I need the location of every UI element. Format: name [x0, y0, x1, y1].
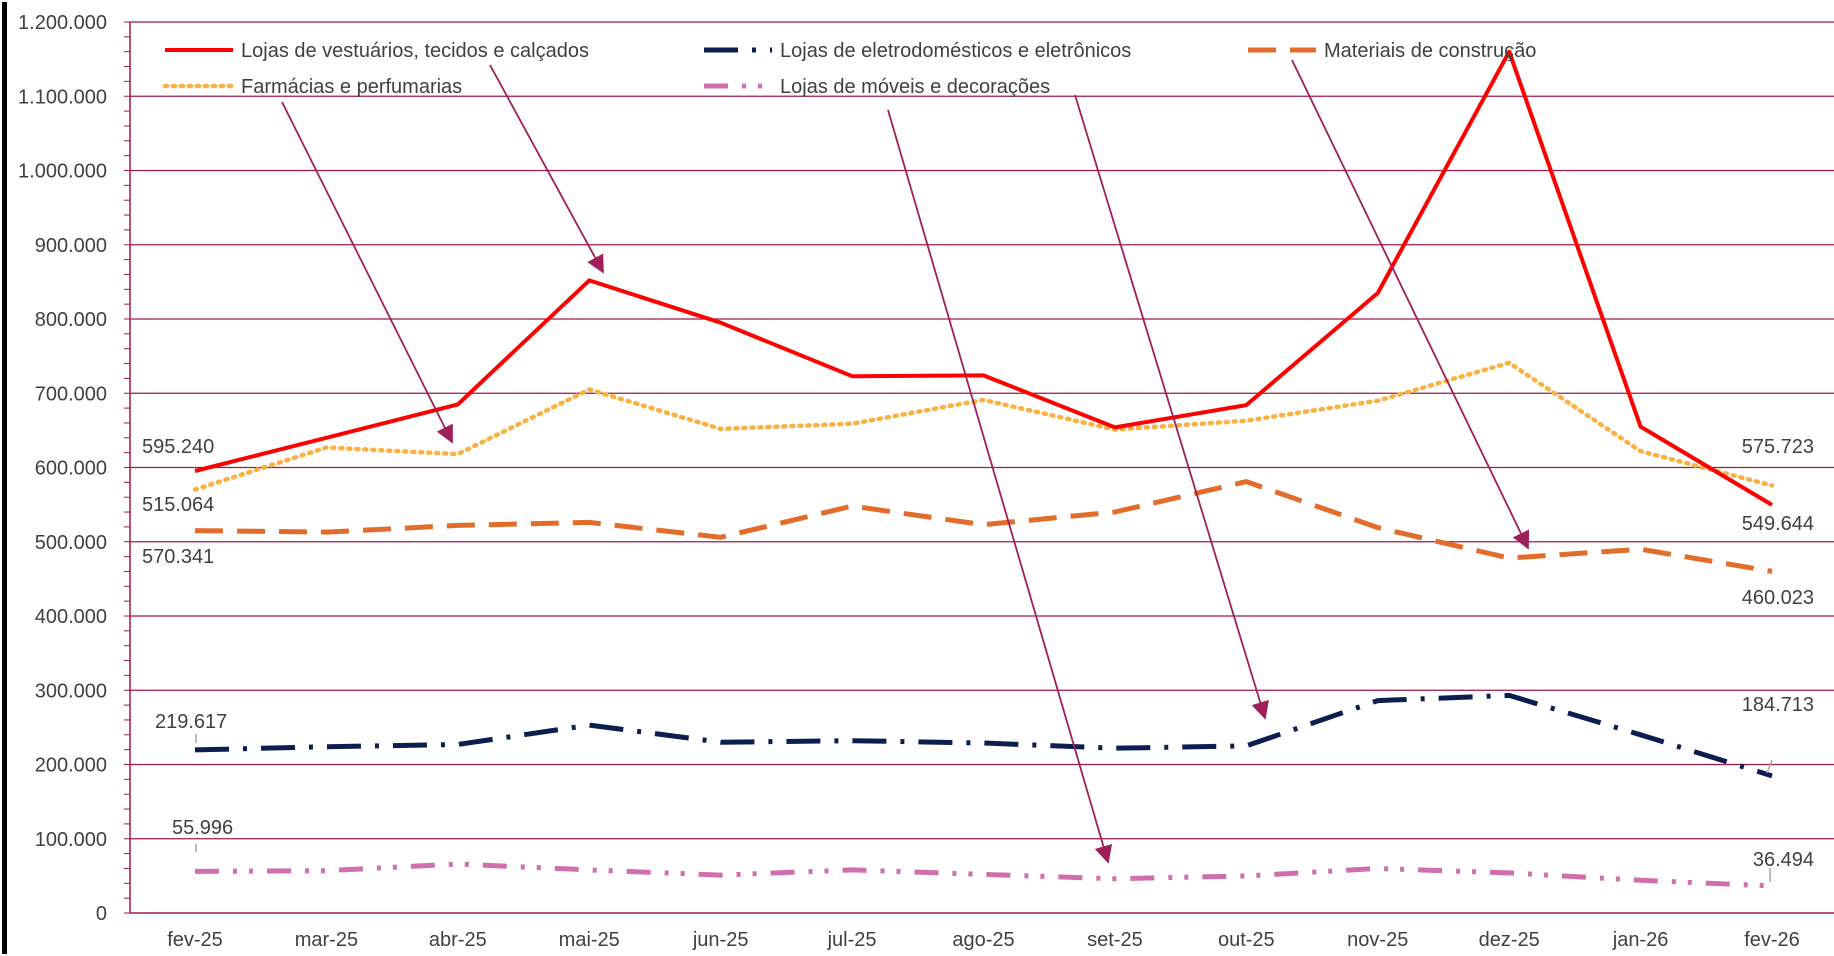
chart-frame: [2, 2, 7, 954]
annotation-arrow: [887, 109, 1113, 864]
y-tick-label: 700.000: [35, 383, 107, 405]
left-border: [2, 2, 7, 954]
y-tick-label: 500.000: [35, 532, 107, 554]
data-label: 575.723: [1742, 436, 1814, 458]
legend-label: Farmácias e perfumarias: [241, 76, 462, 98]
series-lines: [192, 49, 1775, 889]
data-label: 36.494: [1753, 849, 1814, 871]
legend-label: Lojas de vestuários, tecidos e calçados: [241, 40, 589, 62]
legend-label: Lojas de eletrodomésticos e eletrônicos: [780, 40, 1131, 62]
y-tick-label: 300.000: [35, 680, 107, 702]
data-label: 55.996: [172, 817, 233, 839]
legend: Lojas de vestuários, tecidos e calçados L…: [162, 40, 1536, 98]
y-tick-label: 800.000: [35, 309, 107, 331]
x-tick-label: mar-25: [295, 929, 358, 951]
y-tick-label: 600.000: [35, 458, 107, 480]
y-axis: 0 100.000 200.000 300.000 400.000 500.000 600.…: [18, 12, 1834, 925]
y-tick-label: 0: [96, 903, 107, 925]
y-tick-label: 100.000: [35, 829, 107, 851]
data-label: 219.617: [155, 711, 227, 733]
x-tick-label: dez-25: [1479, 929, 1540, 951]
data-labels: 595.240 549.644 219.617 184.713 515.064 460.0…: [142, 436, 1814, 882]
y-tick-label: 1.200.000: [18, 12, 107, 34]
series-line: [194, 692, 1773, 779]
x-tick-label: mai-25: [559, 929, 620, 951]
leader-line: [1766, 759, 1773, 774]
x-axis: fev-25 mar-25 abr-25 mai-25 jun-25 jul-25 ago-…: [167, 929, 1800, 951]
x-tick-label: set-25: [1087, 929, 1143, 951]
data-label: 184.713: [1742, 694, 1814, 716]
x-tick-label: jul-25: [827, 929, 877, 951]
x-tick-label: abr-25: [429, 929, 487, 951]
y-tick-label: 400.000: [35, 606, 107, 628]
annotation-arrow: [1291, 59, 1530, 550]
data-label: 515.064: [142, 494, 214, 516]
y-tick-label: 200.000: [35, 755, 107, 777]
x-tick-label: ago-25: [952, 929, 1014, 951]
data-label: 595.240: [142, 436, 214, 458]
x-tick-label: jun-25: [692, 929, 749, 951]
legend-label: Lojas de móveis e decorações: [780, 76, 1050, 98]
data-label: 549.644: [1742, 513, 1814, 535]
legend-label: Materiais de construção: [1324, 40, 1536, 62]
y-tick-label: 1.100.000: [18, 86, 107, 108]
x-tick-label: fev-25: [167, 929, 223, 951]
annotation-arrows: [281, 59, 1530, 864]
series-line: [194, 861, 1773, 889]
x-tick-label: fev-26: [1744, 929, 1800, 951]
series-line: [192, 360, 1775, 492]
series-line: [194, 49, 1774, 507]
x-tick-label: out-25: [1218, 929, 1275, 951]
annotation-arrow: [281, 101, 453, 444]
annotation-arrow: [489, 64, 604, 274]
y-tick-label: 1.000.000: [18, 161, 107, 183]
annotation-arrow: [1074, 94, 1269, 720]
y-tick-label: 900.000: [35, 235, 107, 257]
series-line: [194, 479, 1773, 574]
data-label: 570.341: [142, 546, 214, 568]
x-tick-label: jan-26: [1612, 929, 1669, 951]
x-tick-label: nov-25: [1347, 929, 1408, 951]
data-label: 460.023: [1742, 587, 1814, 609]
